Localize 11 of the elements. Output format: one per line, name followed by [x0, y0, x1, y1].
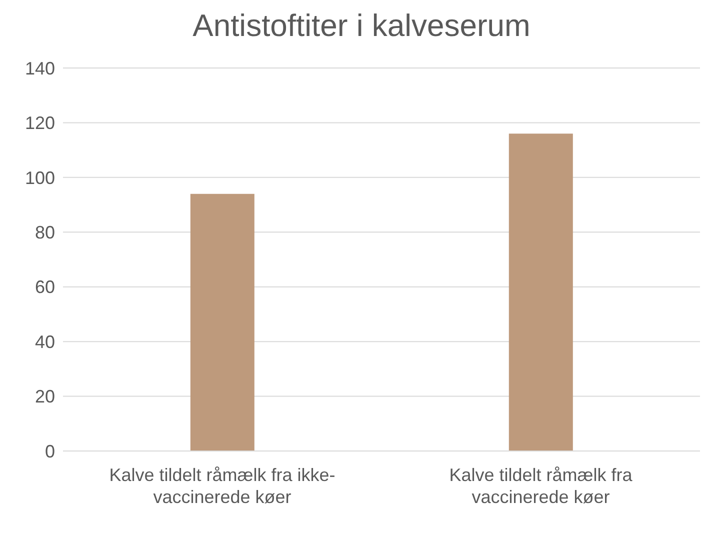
y-tick-label: 40 [34, 332, 55, 352]
y-tick-label: 0 [44, 441, 55, 462]
y-tick-label: 20 [34, 386, 55, 407]
y-tick-label: 80 [34, 222, 55, 243]
y-tick-label: 60 [34, 277, 55, 298]
x-tick-label: Kalve tildelt råmælk fra vaccinerede køer [449, 465, 634, 507]
y-tick-label: 120 [24, 113, 55, 134]
x-tick-label: Kalve tildelt råmælk fra ikke-vaccinerede køer [109, 465, 336, 507]
chart-title: Antistoftiter i kalveserum [192, 8, 532, 45]
y-tick-label: 100 [24, 168, 55, 188]
y-tick-label: 140 [24, 58, 55, 78]
